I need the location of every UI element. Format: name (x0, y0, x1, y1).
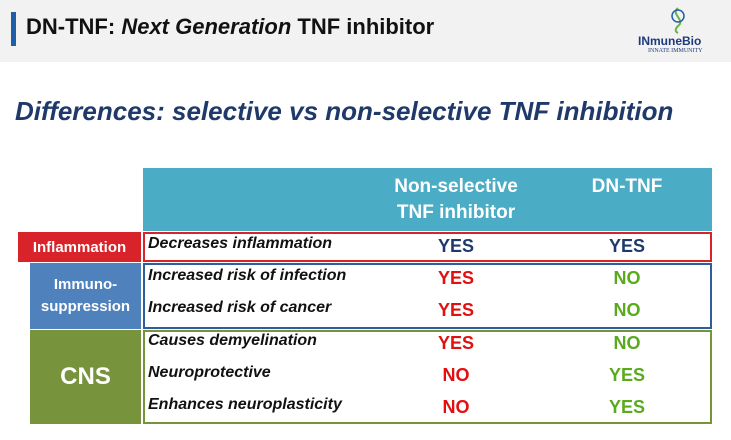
cell: NO (442, 397, 470, 417)
row-label: Neuroprotective (148, 364, 271, 381)
cell: YES (608, 236, 646, 256)
group-label: Immuno-suppression (30, 263, 141, 329)
cell: NO (442, 365, 470, 385)
table-header (143, 168, 712, 231)
row-label: Increased risk of infection (148, 267, 347, 284)
cell: YES (608, 397, 646, 417)
row-label: Increased risk of cancer (148, 299, 332, 316)
group-box (143, 232, 712, 262)
row-label: Enhances neuroplasticity (148, 396, 342, 413)
column-header: Non-selective TNF inhibitor (394, 176, 518, 223)
title-lead: DN-TNF: (26, 14, 116, 39)
row-label: Decreases inflammation (148, 235, 333, 252)
cell: NO (613, 300, 641, 320)
group-label: Inflammation (18, 232, 141, 262)
row-label: Causes demyelination (148, 332, 317, 349)
group-box (143, 263, 712, 329)
header-band (0, 0, 731, 62)
cell: YES (437, 268, 475, 288)
cell: YES (437, 236, 475, 256)
cell: YES (437, 300, 475, 320)
cell: NO (613, 268, 641, 288)
cell: YES (437, 333, 475, 353)
column-header: DN-TNF (591, 176, 663, 197)
group-label: CNS (30, 330, 141, 424)
logo-icon (671, 7, 685, 34)
group-box (143, 330, 712, 424)
logo-name: INmuneBio (638, 34, 702, 48)
title-emphasis: Next Generation (121, 14, 292, 39)
title: DN-TNF: Next Generation TNF inhibitor (26, 14, 434, 40)
cell: NO (613, 333, 641, 353)
accent-bar (11, 12, 16, 46)
logo-tagline: INNATE IMMUNITY (648, 48, 703, 54)
title-tail: TNF inhibitor (297, 14, 435, 39)
subtitle: Differences: selective vs non-selective … (15, 96, 674, 126)
cell: YES (608, 365, 646, 385)
